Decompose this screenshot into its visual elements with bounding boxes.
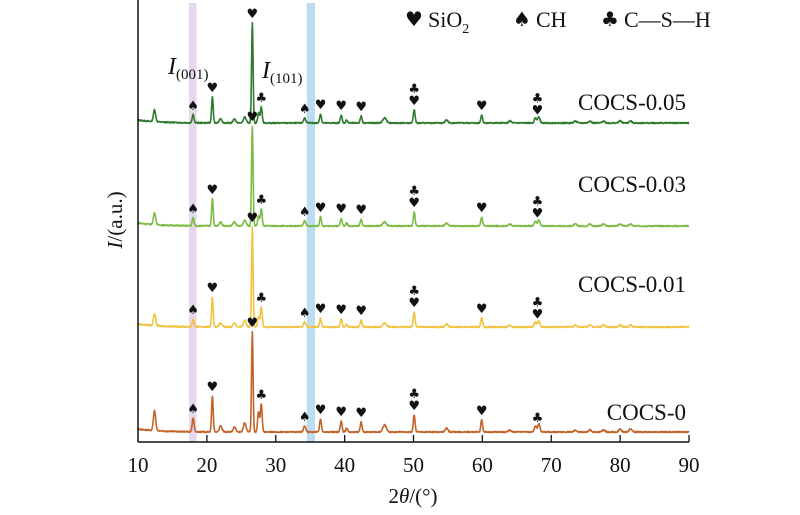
legend-label: C—S—H [624, 7, 711, 32]
phase-markers: ♠♥♥♣♠ ♥ ♥ ♥ ♥♣♥ ♥♣♠♥♥♣♠ ♥ ♥ ♥ ♥♣♥ ♥♣♠♥♥♣♠ ♥ ♥ ♥♥♣♥ ♥♣♠… [187, 7, 543, 426]
heart-marker-icon: ♥ [532, 103, 544, 118]
heart-marker-icon: ♥ [335, 202, 347, 217]
sample-label: COCS-0.05 [578, 90, 686, 115]
heart-marker-icon: ♥ [247, 316, 259, 331]
heart-marker-icon: ♥ [247, 7, 259, 22]
band-label-1: I(001) [167, 54, 209, 83]
heart-marker-icon: ♥ [207, 81, 219, 96]
spade-marker-icon: ♠ [187, 303, 199, 318]
sample-label: COCS-0.03 [578, 172, 686, 197]
heart-marker-icon: ♥ [476, 302, 488, 317]
spade-marker-icon: ♠ [187, 99, 199, 114]
sample-labels: COCS-0.05 COCS-0.03 COCS-0.01 COCS-0 [578, 90, 686, 425]
heart-marker-icon: ♥ [335, 405, 347, 420]
spade-marker-icon: ♠ [187, 402, 199, 417]
heart-marker-icon: ♥ [355, 304, 367, 319]
x-tick-label: 30 [265, 453, 286, 477]
spade-marker-icon: ♠ [299, 410, 311, 425]
club-marker-icon: ♣ [408, 82, 420, 97]
heart-marker-icon: ♥ [315, 98, 327, 113]
spade-marker-icon: ♠ [299, 102, 311, 117]
club-marker-icon: ♣ [532, 295, 544, 310]
band-label-2: I(101) [261, 58, 303, 87]
heart-marker-icon: ♥ [532, 206, 544, 221]
x-tick-label: 60 [472, 453, 493, 477]
club-marker-icon: ♣ [532, 91, 544, 106]
heart-marker-icon: ♥ [408, 296, 420, 311]
spade-marker-icon: ♠ [299, 306, 311, 321]
club-marker-icon: ♣ [532, 194, 544, 209]
heart-marker-icon: ♥ [247, 211, 259, 226]
heart-marker-icon: ♥ [355, 406, 367, 421]
highlight-band-1 [188, 3, 197, 442]
club-marker-icon: ♣ [255, 91, 267, 106]
x-tick-label: 70 [541, 453, 562, 477]
spade-icon: ♠ [513, 7, 531, 31]
legend-entry: ♠ CH [513, 7, 567, 32]
x-ticks: 10 20 30 40 50 60 70 80 90 [128, 435, 700, 477]
heart-icon: ♥ [405, 7, 423, 31]
legend-label: CH [536, 7, 567, 32]
legend: ♥ SiO2 ♠ CH ♣ C—S—H [405, 7, 711, 37]
heart-marker-icon: ♥ [207, 183, 219, 198]
trace-cocs-0.05 [137, 21, 690, 125]
x-axis-title: 2θ/(°) [388, 484, 437, 508]
spade-marker-icon: ♠ [187, 202, 199, 217]
x-tick-label: 80 [610, 453, 631, 477]
spade-marker-icon: ♠ [299, 205, 311, 220]
x-tick-label: 40 [334, 453, 355, 477]
heart-marker-icon: ♥ [247, 110, 259, 125]
heart-marker-icon: ♥ [335, 303, 347, 318]
club-marker-icon: ♣ [408, 284, 420, 299]
x-tick-label: 20 [196, 453, 217, 477]
legend-label: SiO2 [428, 7, 469, 37]
x-tick-label: 50 [403, 453, 424, 477]
x-tick-label: 90 [679, 453, 700, 477]
heart-marker-icon: ♥ [355, 203, 367, 218]
heart-marker-icon: ♥ [335, 99, 347, 114]
legend-entry: ♣ C—S—H [601, 7, 711, 32]
trace-cocs-0 [137, 330, 690, 434]
heart-marker-icon: ♥ [408, 399, 420, 414]
heart-marker-icon: ♥ [476, 404, 488, 419]
club-marker-icon: ♣ [532, 411, 544, 426]
club-icon: ♣ [601, 7, 619, 31]
legend-entry: ♥ SiO2 [405, 7, 469, 37]
heart-marker-icon: ♥ [355, 100, 367, 115]
heart-marker-icon: ♥ [408, 94, 420, 109]
highlight-band-2 [306, 3, 316, 442]
sample-label: COCS-0.01 [578, 272, 686, 297]
club-marker-icon: ♣ [408, 387, 420, 402]
heart-marker-icon: ♥ [207, 380, 219, 395]
trace-cocs-0.01 [137, 226, 690, 329]
trace-cocs-0.03 [137, 125, 690, 228]
y-axis-title: I/(a.u.) [103, 191, 127, 249]
xrd-traces [137, 21, 690, 434]
club-marker-icon: ♣ [255, 388, 267, 403]
heart-marker-icon: ♥ [476, 99, 488, 114]
heart-marker-icon: ♥ [408, 196, 420, 211]
highlight-bands: I(001) I(101) [167, 3, 316, 442]
heart-marker-icon: ♥ [315, 403, 327, 418]
club-marker-icon: ♣ [408, 184, 420, 199]
heart-marker-icon: ♥ [207, 281, 219, 296]
heart-marker-icon: ♥ [476, 201, 488, 216]
x-tick-label: 10 [128, 453, 149, 477]
heart-marker-icon: ♥ [532, 307, 544, 322]
heart-marker-icon: ♥ [315, 201, 327, 216]
heart-marker-icon: ♥ [315, 302, 327, 317]
sample-label: COCS-0 [607, 400, 686, 425]
club-marker-icon: ♣ [255, 193, 267, 208]
club-marker-icon: ♣ [255, 291, 267, 306]
